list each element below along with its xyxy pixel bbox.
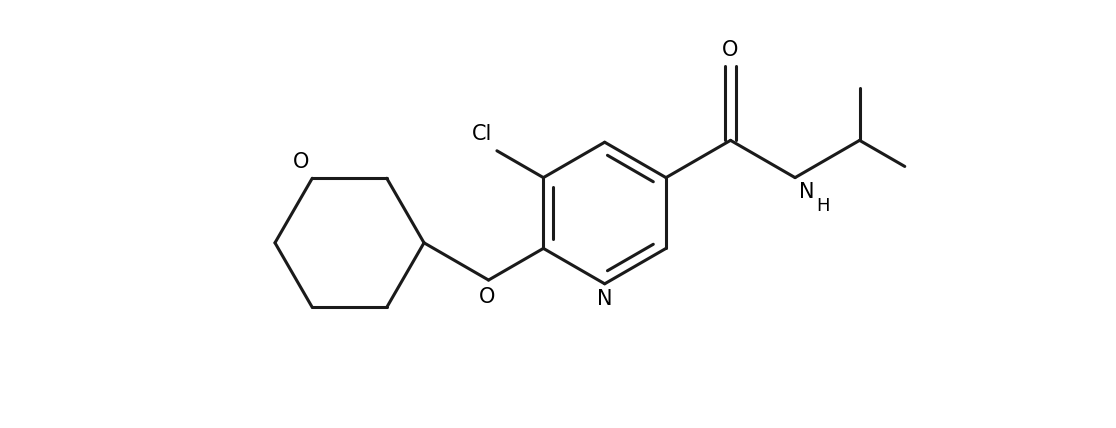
Text: O: O — [722, 40, 739, 60]
Text: O: O — [480, 287, 496, 307]
Text: N: N — [597, 289, 613, 309]
Text: H: H — [816, 197, 829, 215]
Text: O: O — [292, 152, 309, 172]
Text: Cl: Cl — [472, 124, 492, 144]
Text: N: N — [799, 181, 815, 202]
